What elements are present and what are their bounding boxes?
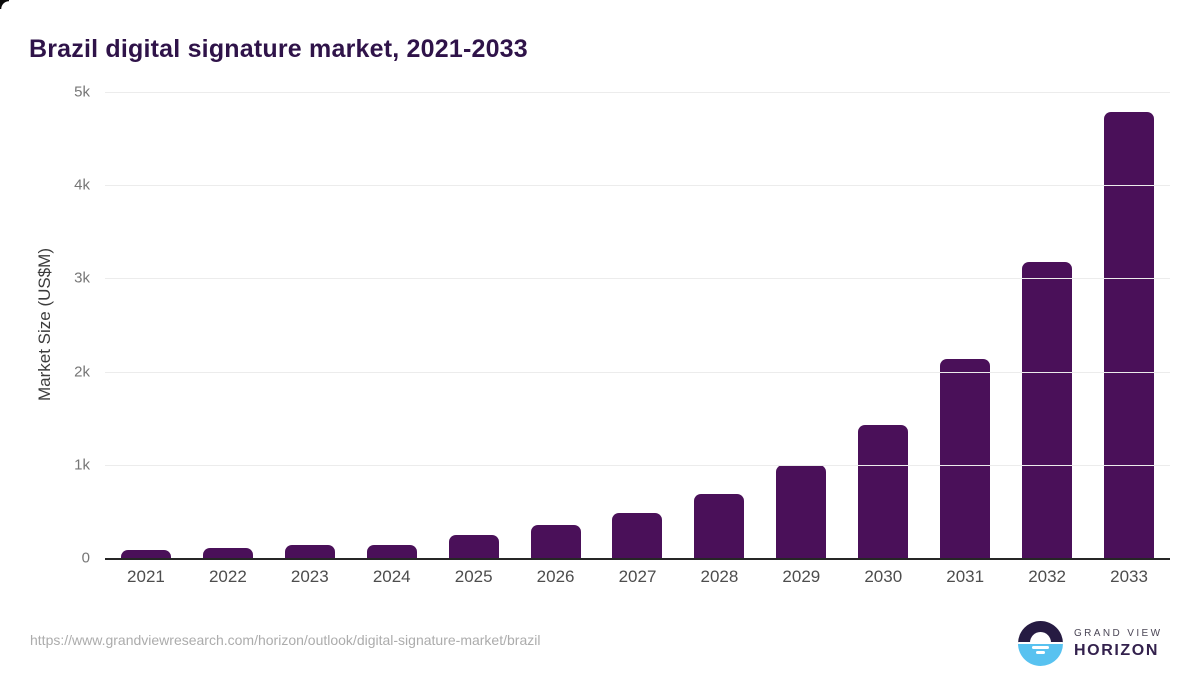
y-tick-label: 2k (74, 363, 90, 381)
x-axis-tick-labels: 2021 2022 2023 2024 2025 2026 2027 2028 2029 2030… (105, 567, 1170, 587)
page-title: Brazil digital signature market, 2021-20… (29, 34, 528, 63)
bar-2033[interactable] (1104, 111, 1155, 558)
y-tick-label: 4k (74, 176, 90, 194)
x-tick-label: 2021 (127, 567, 165, 586)
gridline (105, 371, 1170, 373)
bar-2030[interactable] (858, 424, 909, 558)
x-tick-label: 2031 (946, 567, 985, 586)
source-url: https://www.grandviewresearch.com/horizo… (30, 632, 541, 648)
bar-2031[interactable] (940, 359, 991, 558)
brand-logo: GRAND VIEW HORIZON (1018, 621, 1162, 666)
bar-2027[interactable] (612, 512, 663, 558)
x-tick-label: 2027 (618, 567, 657, 586)
bar-2024[interactable] (366, 544, 417, 558)
bar-slot (187, 92, 269, 558)
bar-slot (597, 92, 679, 558)
y-axis-tick-labels: 5k 4k 3k 2k 1k 0 (0, 84, 90, 567)
y-tick-label: 0 (81, 549, 90, 567)
grand-view-horizon-logo-icon (1018, 621, 1063, 666)
bar-2022[interactable] (202, 548, 253, 558)
bar-slot (678, 92, 760, 558)
x-tick-label: 2026 (536, 567, 575, 586)
x-tick-label: 2028 (700, 567, 739, 586)
bar-2023[interactable] (284, 545, 335, 558)
logo-text: GRAND VIEW HORIZON (1074, 628, 1162, 660)
window-corner-artifact (0, 0, 9, 9)
bar-slot (515, 92, 597, 558)
gridline (105, 464, 1170, 466)
bar-2028[interactable] (694, 493, 745, 558)
x-tick-label: 2029 (782, 567, 821, 586)
bar-slot (1006, 92, 1088, 558)
x-tick-label: 2024 (372, 567, 411, 586)
bar-2026[interactable] (530, 525, 581, 558)
gridline (105, 278, 1170, 280)
bar-2021[interactable] (120, 550, 171, 558)
bar-slot (1088, 92, 1170, 558)
y-tick-label: 3k (74, 269, 90, 287)
logo-product-name: HORIZON (1074, 641, 1159, 659)
bar-slot (924, 92, 1006, 558)
y-tick-label: 1k (74, 456, 90, 474)
bar-slot (433, 92, 515, 558)
bar-2032[interactable] (1022, 262, 1073, 558)
bar-slot (105, 92, 187, 558)
x-tick-label: 2023 (290, 567, 329, 586)
x-tick-label: 2032 (1028, 567, 1067, 586)
y-tick-label: 5k (74, 83, 90, 101)
plot-area (105, 92, 1170, 560)
x-tick-label: 2025 (454, 567, 493, 586)
logo-sun-icon (1030, 632, 1051, 643)
gridline (105, 185, 1170, 187)
x-tick-label: 2033 (1110, 567, 1148, 586)
bar-slot (351, 92, 433, 558)
bar-slot (760, 92, 842, 558)
bar-2025[interactable] (448, 534, 499, 558)
bar-slot (842, 92, 924, 558)
x-tick-label: 2022 (208, 567, 247, 586)
x-tick-label: 2030 (864, 567, 903, 586)
gridline (105, 92, 1170, 93)
bars-row (105, 92, 1170, 558)
logo-brand-name: GRAND VIEW (1074, 627, 1163, 639)
bar-slot (269, 92, 351, 558)
bar-2029[interactable] (776, 465, 827, 558)
